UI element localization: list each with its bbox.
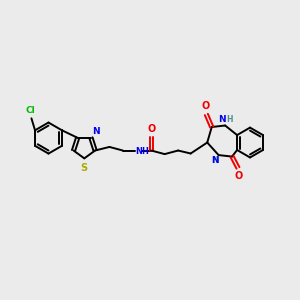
Text: O: O [235, 171, 243, 181]
Text: N: N [92, 127, 100, 136]
Text: S: S [81, 163, 88, 173]
Text: O: O [202, 101, 210, 112]
Text: Cl: Cl [26, 106, 35, 116]
Text: NH: NH [136, 147, 150, 156]
Text: H: H [226, 115, 232, 124]
Text: H: H [212, 156, 218, 165]
Text: O: O [147, 124, 155, 134]
Text: N: N [211, 156, 218, 165]
Text: N: N [218, 115, 226, 124]
